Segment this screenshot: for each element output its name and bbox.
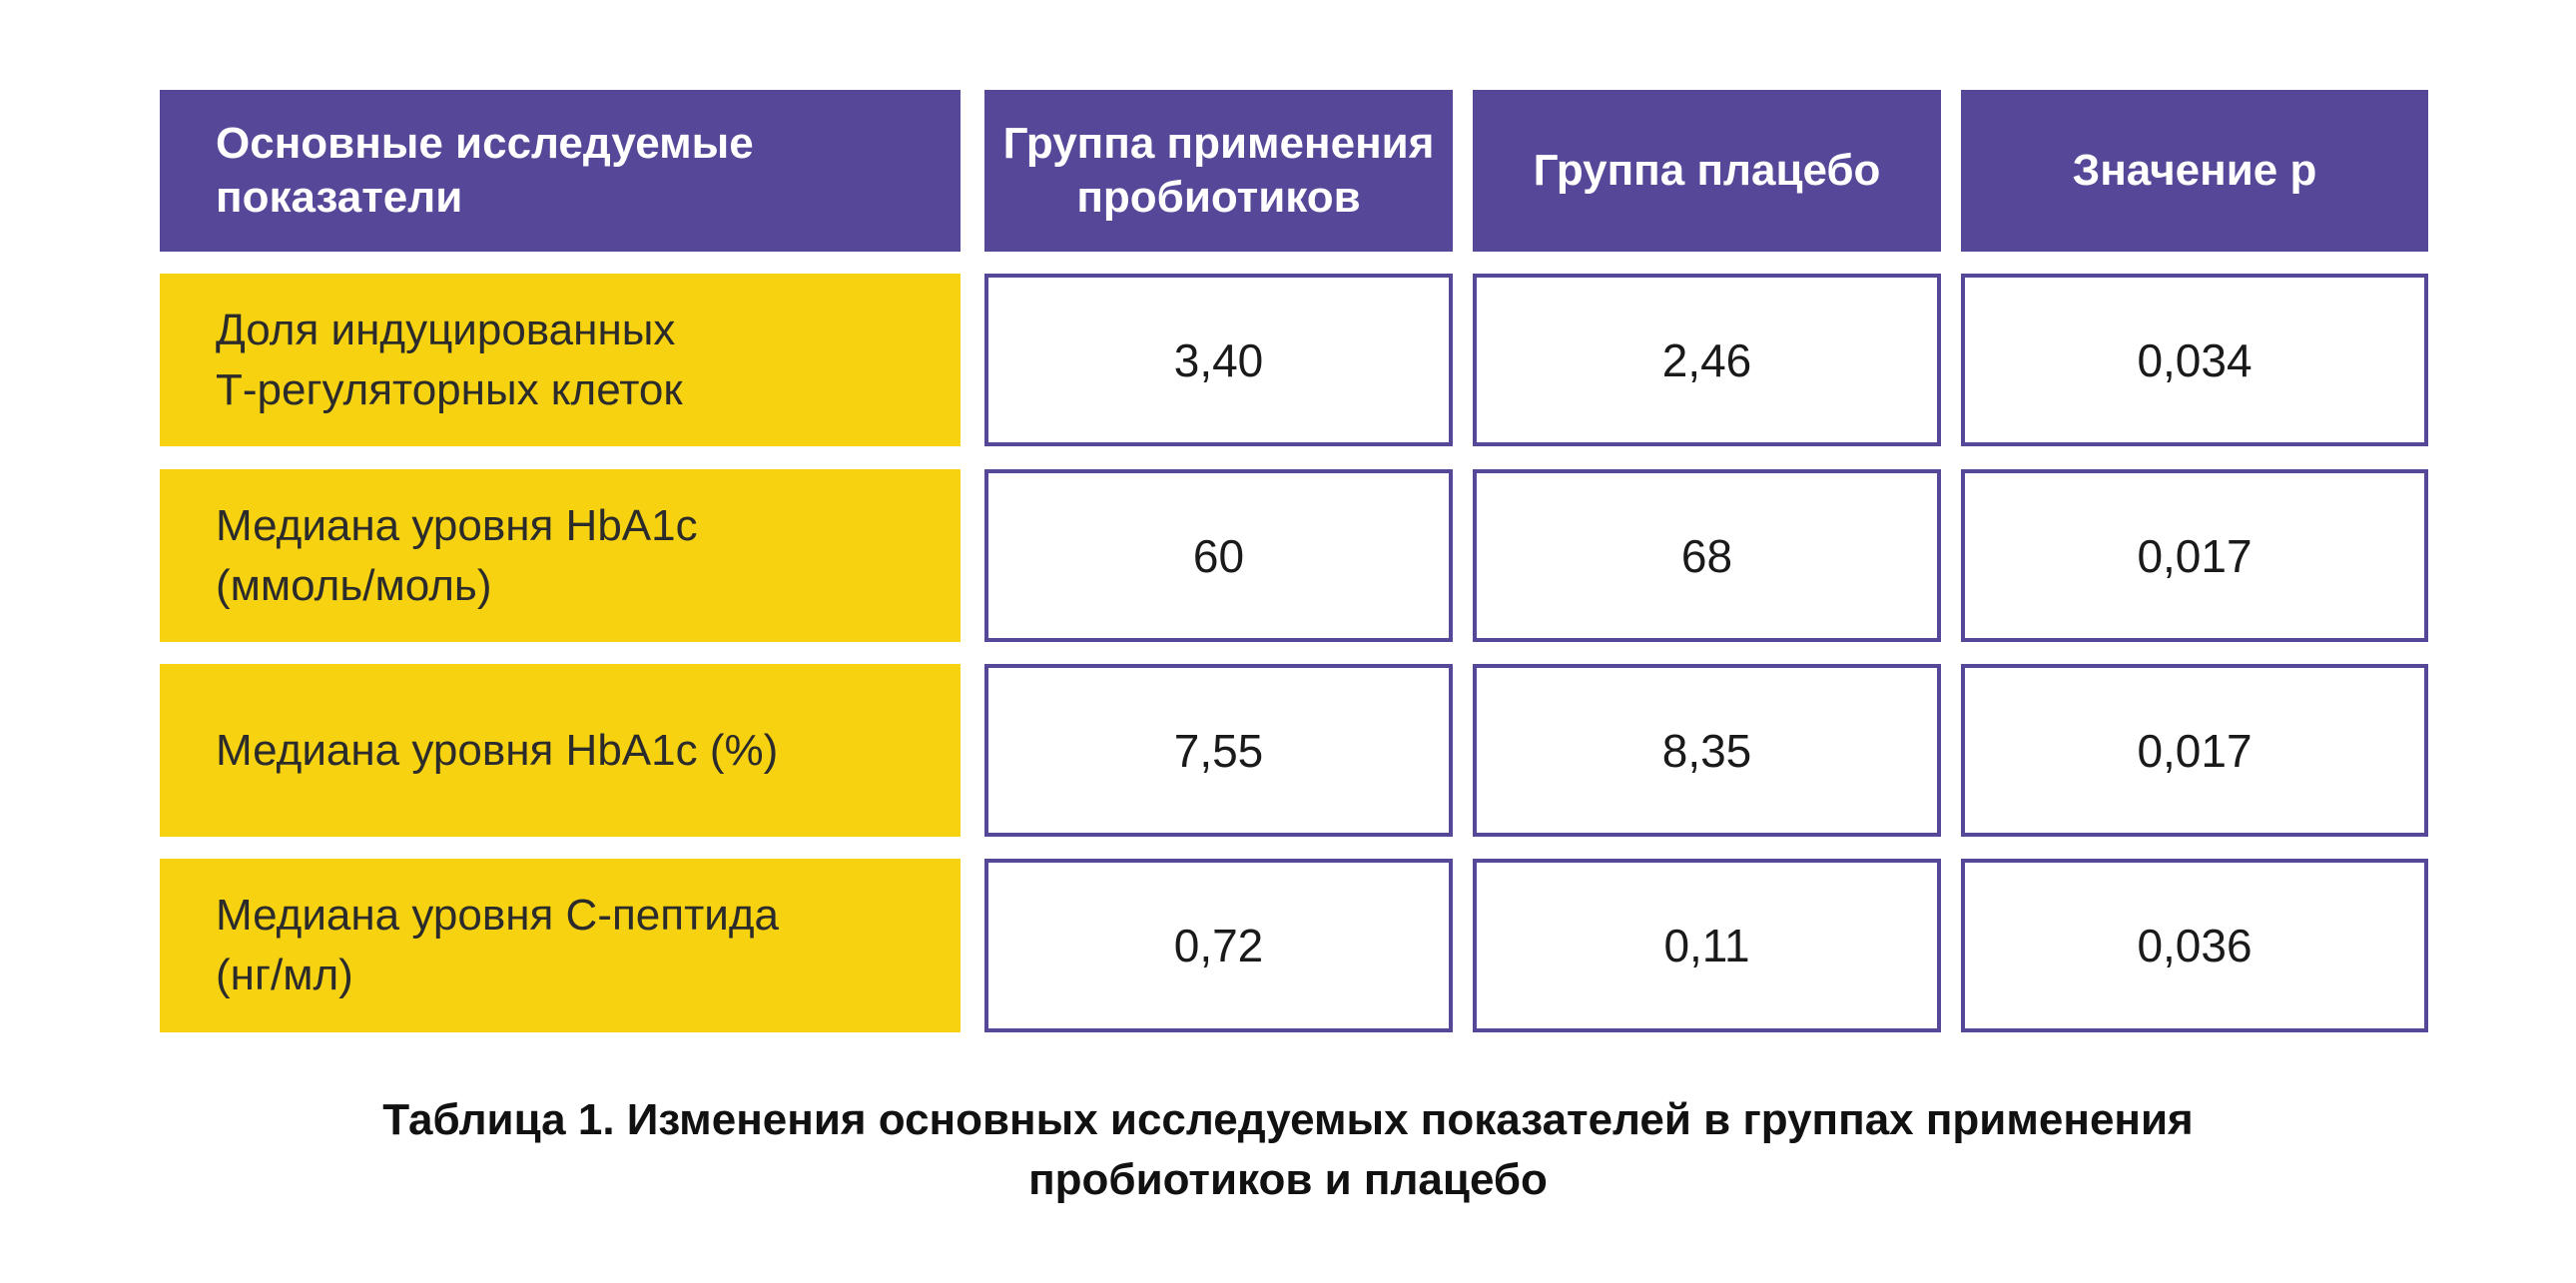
row-label-text: Медиана уровня С-пептида (нг/мл) <box>216 891 779 999</box>
value-text: 2,46 <box>1661 333 1752 386</box>
value-text: 0,034 <box>2137 333 2253 386</box>
value-cell-placebo: 8,35 <box>1473 664 1941 837</box>
value-text: 0,017 <box>2137 724 2253 777</box>
row-label-text: Медиана уровня HbA1c (%) <box>216 725 779 775</box>
value-text: 0,017 <box>2137 529 2253 582</box>
value-cell-probiotic: 0,72 <box>984 859 1453 1032</box>
header-label: Основные исследуемые показатели <box>216 119 754 222</box>
value-cell-placebo: 0,11 <box>1473 859 1941 1032</box>
value-cell-placebo: 2,46 <box>1473 274 1941 446</box>
value-cell-probiotic: 3,40 <box>984 274 1453 446</box>
row-label-c-peptide: Медиана уровня С-пептида (нг/мл) <box>160 859 961 1032</box>
header-cell-probiotic-group: Группа применения пробиотиков <box>984 90 1453 252</box>
value-text: 68 <box>1680 529 1733 582</box>
header-label: Группа применения пробиотиков <box>1002 119 1435 222</box>
header-cell-placebo-group: Группа плацебо <box>1473 90 1941 252</box>
value-text: 7,55 <box>1173 724 1264 777</box>
row-label-hba1c-percent: Медиана уровня HbA1c (%) <box>160 664 961 837</box>
value-text: 3,40 <box>1173 333 1264 386</box>
value-cell-p-value: 0,017 <box>1961 469 2428 642</box>
header-cell-p-value: Значение p <box>1961 90 2428 252</box>
row-label-text: Медиана уровня HbA1c (ммоль/моль) <box>216 500 698 610</box>
row-label-treg-cells: Доля индуцированных Т-регуляторных клето… <box>160 274 961 446</box>
value-text: 0,036 <box>2137 920 2253 971</box>
value-cell-p-value: 0,017 <box>1961 664 2428 837</box>
value-text: 8,35 <box>1661 724 1752 777</box>
row-label-hba1c-mmol: Медиана уровня HbA1c (ммоль/моль) <box>160 469 961 642</box>
row-label-text: Доля индуцированных Т-регуляторных клето… <box>216 305 683 414</box>
value-text: 60 <box>1192 529 1245 582</box>
value-cell-p-value: 0,034 <box>1961 274 2428 446</box>
header-label: Группа плацебо <box>1533 146 1881 195</box>
value-cell-placebo: 68 <box>1473 469 1941 642</box>
table-caption: Таблица 1. Изменения основных исследуемы… <box>382 1095 2194 1204</box>
header-label: Значение p <box>2072 146 2317 195</box>
value-cell-probiotic: 60 <box>984 469 1453 642</box>
value-text: 0,72 <box>1173 920 1264 971</box>
value-cell-p-value: 0,036 <box>1961 859 2428 1032</box>
header-cell-indicators: Основные исследуемые показатели <box>160 90 961 252</box>
value-text: 0,11 <box>1663 920 1750 971</box>
value-cell-probiotic: 7,55 <box>984 664 1453 837</box>
